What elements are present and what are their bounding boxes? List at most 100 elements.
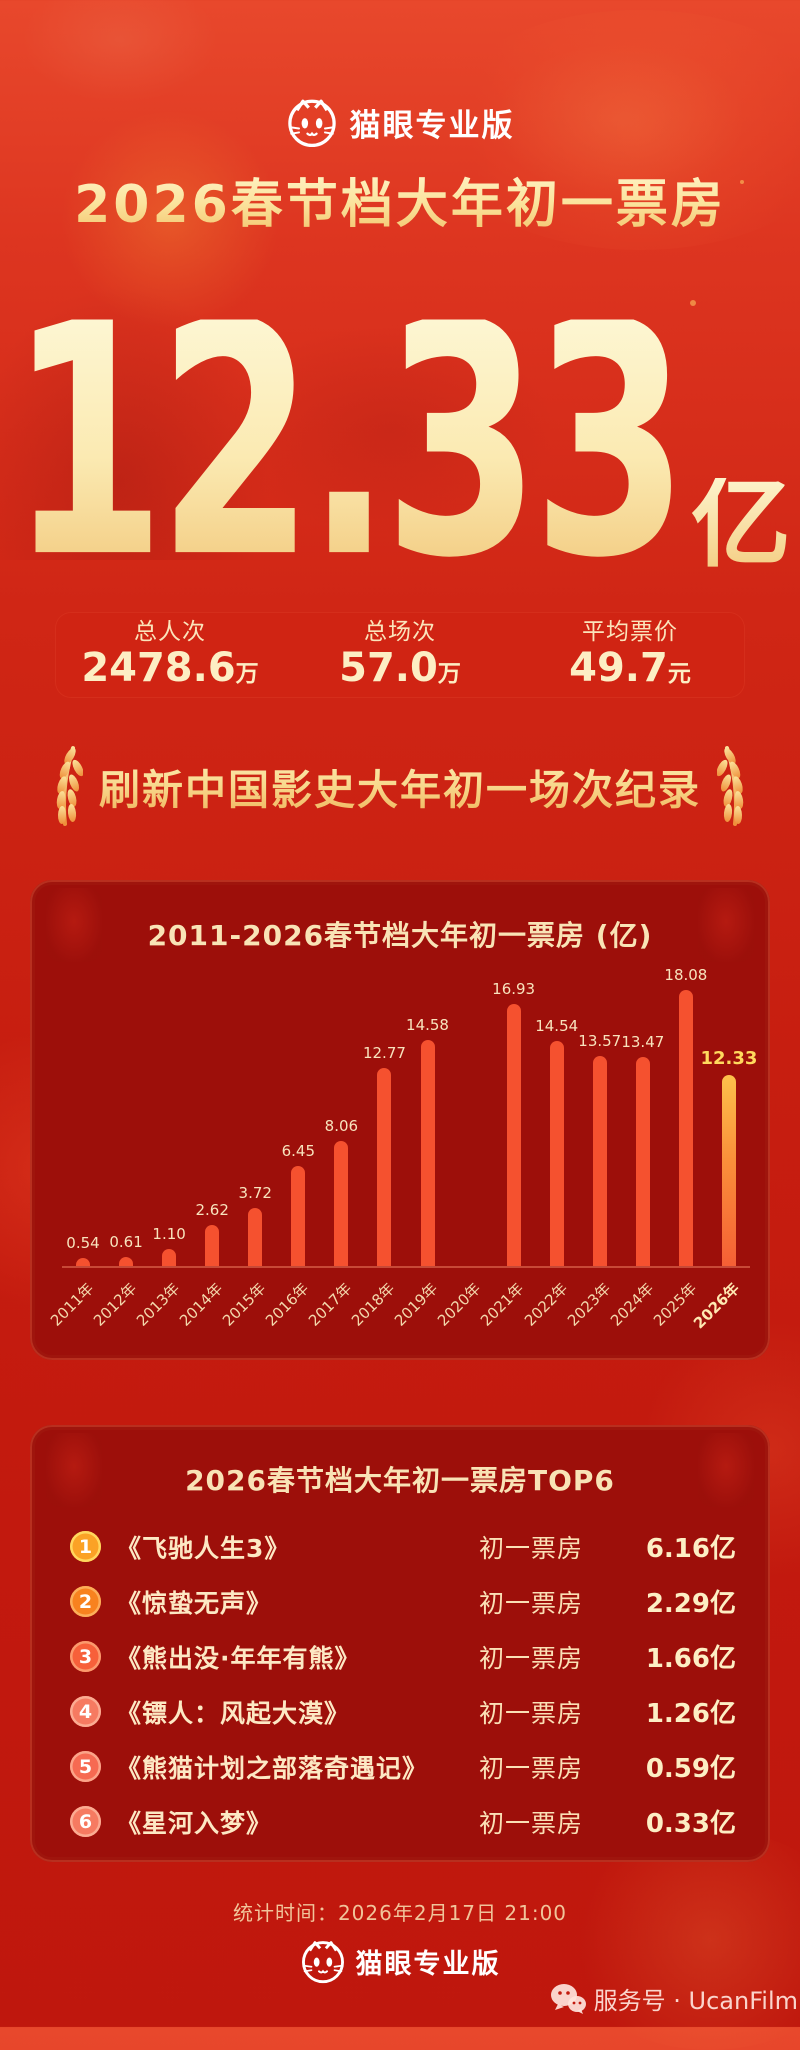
rank-badge: 2 xyxy=(70,1586,101,1617)
bar-value-label: 8.06 xyxy=(324,1117,359,1135)
rank-badge: 5 xyxy=(70,1751,101,1782)
rank-badge: 4 xyxy=(70,1696,101,1727)
laurel-left-icon xyxy=(56,746,83,826)
lantern-decoration xyxy=(46,1433,102,1507)
chart-bar-slot: 2020年 xyxy=(434,966,492,1329)
bar-value-label: 3.72 xyxy=(238,1184,272,1202)
metric-label: 初一票房 xyxy=(478,1643,583,1673)
stat-column: 平均票价 49.7元 xyxy=(515,619,745,691)
bar-value-label: 0.54 xyxy=(66,1234,100,1252)
top6-title: 2026春节档大年初一票房TOP6 xyxy=(185,1464,615,1497)
metric-label: 初一票房 xyxy=(478,1808,583,1838)
chart-bar-slot: 16.93 2021年 xyxy=(477,966,536,1330)
top6-row: 2 《惊蛰无声》 初一票房 2.29亿 xyxy=(70,1574,736,1629)
metric-label: 初一票房 xyxy=(478,1753,583,1783)
bar xyxy=(119,1257,134,1266)
bar xyxy=(678,990,693,1266)
bar xyxy=(592,1056,607,1266)
bar-value-label: 18.08 xyxy=(664,966,708,984)
boxoffice-value: 0.33亿 xyxy=(645,1809,736,1839)
film-title: 《熊猫计划之部落奇遇记》 xyxy=(116,1753,429,1783)
x-axis-year-label: 2017年 xyxy=(305,1279,356,1330)
metric-label: 初一票房 xyxy=(478,1698,583,1728)
stat-column: 总场次 57.0万 xyxy=(285,619,515,691)
top6-panel: 2026春节档大年初一票房TOP6 1 《飞驰人生3》 初一票房 6.16亿 2 《惊蛰无… xyxy=(30,1425,770,1862)
bar xyxy=(162,1249,177,1266)
wechat-icon xyxy=(550,1983,586,2014)
chart-bar-slot: 14.54 2022年 xyxy=(520,966,579,1330)
x-axis-year-label: 2015年 xyxy=(219,1279,270,1330)
bar xyxy=(205,1225,220,1266)
bar xyxy=(721,1075,736,1266)
top6-row: 6 《星河入梦》 初一票房 0.33亿 xyxy=(70,1794,736,1849)
film-title: 《镖人：风起大漠》 xyxy=(116,1698,351,1728)
bar-value-label: 2.62 xyxy=(195,1201,229,1219)
bar xyxy=(76,1258,90,1266)
lantern-decoration xyxy=(698,888,754,962)
stat-label: 总人次 xyxy=(134,618,206,645)
bar-value-label: 16.93 xyxy=(492,980,536,998)
x-axis-year-label: 2013年 xyxy=(132,1279,184,1330)
chart-bar-slot: 12.33 2026年 xyxy=(690,966,757,1332)
confetti-dot xyxy=(60,520,65,525)
page-title: 2026春节档大年初一票房 xyxy=(0,162,800,237)
top6-row: 5 《熊猫计划之部落奇遇记》 初一票房 0.59亿 xyxy=(70,1739,736,1794)
stat-unit: 元 xyxy=(667,661,691,688)
boxoffice-value: 1.26亿 xyxy=(645,1699,736,1729)
chart-bar-slot: 12.77 2018年 xyxy=(348,966,406,1330)
top6-row: 4 《镖人：风起大漠》 初一票房 1.26亿 xyxy=(70,1684,736,1739)
top6-row: 1 《飞驰人生3》 初一票房 6.16亿 xyxy=(70,1519,736,1574)
x-axis-year-label: 2021年 xyxy=(477,1279,528,1330)
footer-brand-name: 猫眼专业版 xyxy=(355,1948,501,1980)
bar xyxy=(334,1141,349,1266)
top6-rows: 1 《飞驰人生3》 初一票房 6.16亿 2 《惊蛰无声》 初一票房 2.29亿 3 《熊出没·年… xyxy=(70,1519,736,1849)
footer-brand: 猫眼专业版 xyxy=(0,1938,800,1984)
chart-bar-slot: 13.47 2024年 xyxy=(607,966,665,1330)
header-brand: 猫眼专业版 xyxy=(0,96,800,148)
x-axis-year-label: 2018年 xyxy=(348,1279,399,1330)
chart-bar-slot: 2.62 2014年 xyxy=(176,966,233,1330)
lantern-decoration xyxy=(698,1433,754,1507)
maoyan-cat-logo-icon xyxy=(287,99,336,148)
rank-badge: 3 xyxy=(70,1641,101,1672)
total-boxoffice-number: 12.33 亿 xyxy=(0,256,800,629)
chart-bar-slot: 14.58 2019年 xyxy=(391,966,449,1330)
chart-bar-slot: 8.06 2017年 xyxy=(305,966,362,1330)
bar-value-label: 14.54 xyxy=(535,1017,579,1035)
x-axis-year-label: 2011年 xyxy=(46,1279,98,1330)
chart-bar-slot: 0.54 2011年 xyxy=(47,966,104,1330)
chart-bar-slot: 13.57 2023年 xyxy=(564,966,622,1330)
total-boxoffice-unit: 亿 xyxy=(690,464,791,581)
bar-value-label: 6.45 xyxy=(281,1142,316,1160)
brand-name: 猫眼专业版 xyxy=(349,107,515,144)
x-axis-year-label: 2016年 xyxy=(262,1279,313,1330)
x-axis-year-label: 2012年 xyxy=(89,1279,141,1330)
x-axis-year-label: 2023年 xyxy=(563,1279,614,1330)
lantern-decoration xyxy=(46,888,102,962)
record-banner-text: 刷新中国影史大年初一场次纪录 xyxy=(99,756,701,816)
service-account-text: 服务号 · UcanFilm xyxy=(593,1987,798,2015)
bar xyxy=(291,1166,306,1266)
bar xyxy=(635,1057,650,1266)
stat-column: 总人次 2478.6万 xyxy=(55,619,285,691)
total-boxoffice-digits: 12.33 xyxy=(9,256,689,629)
x-axis-year-label: 2014年 xyxy=(175,1279,227,1330)
bar-chart-plot: 0.54 2011年 0.61 2012年 1.10 2013年 2.62 2014年 3.72… xyxy=(47,966,758,1332)
stat-value: 49.7元 xyxy=(569,645,691,692)
confetti-dot xyxy=(740,180,744,184)
x-axis-year-label: 2019年 xyxy=(391,1279,442,1330)
stat-label: 平均票价 xyxy=(582,618,678,645)
bar xyxy=(549,1041,564,1266)
boxoffice-value: 0.59亿 xyxy=(645,1754,736,1784)
chart-bar-slot: 18.08 2025年 xyxy=(650,966,708,1330)
stat-time: 统计时间：2026年2月17日 21:00 xyxy=(232,1901,568,1925)
summary-stats-box: 总人次 2478.6万 总场次 57.0万 平均票价 49.7元 xyxy=(55,612,745,698)
boxoffice-value: 6.16亿 xyxy=(645,1534,736,1564)
boxoffice-value: 2.29亿 xyxy=(645,1589,736,1619)
bar-value-label: 14.58 xyxy=(406,1016,449,1034)
top6-row: 3 《熊出没·年年有熊》 初一票房 1.66亿 xyxy=(70,1629,736,1684)
bar-value-label: 1.10 xyxy=(152,1225,186,1243)
chart-title: 2011-2026春节档大年初一票房 (亿) xyxy=(147,919,653,952)
laurel-right-icon xyxy=(717,746,744,826)
bar-value-label: 12.77 xyxy=(362,1044,406,1062)
